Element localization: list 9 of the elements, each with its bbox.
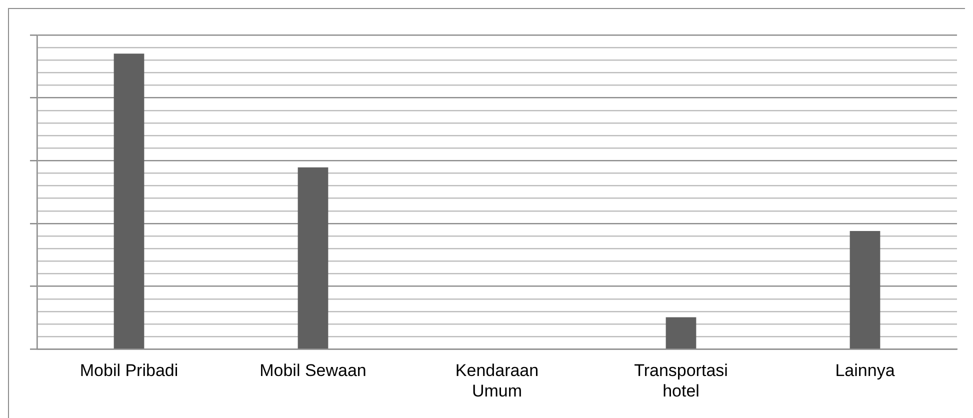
- bar: [114, 54, 144, 349]
- x-tick-label: Mobil Sewaan: [260, 361, 366, 380]
- x-tick-label: Transportasi hotel: [634, 361, 728, 400]
- x-tick-label: Kendaraan Umum: [455, 361, 539, 400]
- x-tick-label: Mobil Pribadi: [80, 361, 178, 380]
- bar: [850, 230, 880, 349]
- bar: [666, 317, 696, 349]
- x-tick-label: Lainnya: [835, 361, 896, 380]
- bar: [298, 167, 328, 349]
